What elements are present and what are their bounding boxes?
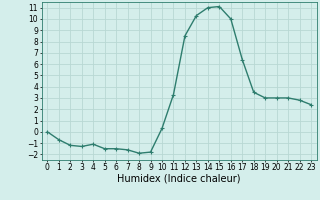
X-axis label: Humidex (Indice chaleur): Humidex (Indice chaleur)	[117, 174, 241, 184]
